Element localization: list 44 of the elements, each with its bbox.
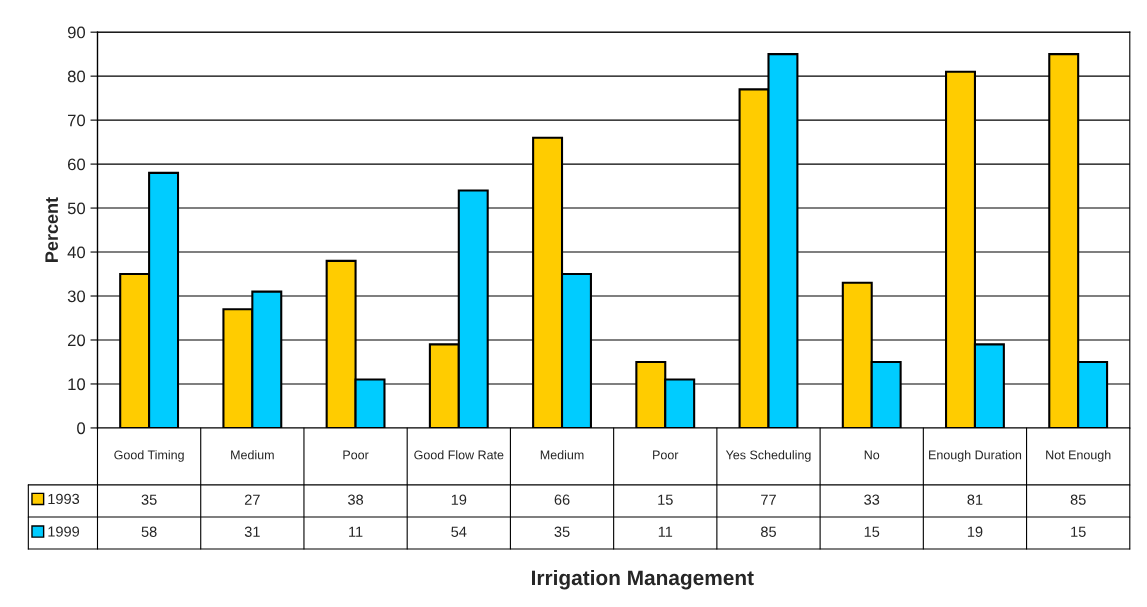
x-tick-label: Good Flow Rate <box>414 450 504 460</box>
data-label: 31 <box>244 526 260 537</box>
y-tick-label: 90 <box>67 26 86 39</box>
x-tick-label: Good Timing <box>114 450 184 462</box>
data-label: 77 <box>761 494 776 505</box>
y-axis-title: Percent <box>45 197 59 262</box>
legend-label: 1999 <box>48 526 80 537</box>
text: Irrigation Management <box>532 569 754 590</box>
x-tick-label: Medium <box>231 450 274 460</box>
data-label: 38 <box>348 494 364 505</box>
data-label: 27 <box>244 494 260 505</box>
y-tick-label: 30 <box>67 290 86 303</box>
x-tick-label: Not Enough <box>1046 450 1111 462</box>
data-label: 35 <box>554 526 570 537</box>
data-label: 11 <box>349 526 363 537</box>
legend-label: 1993 <box>48 493 80 505</box>
data-label: 35 <box>141 494 157 505</box>
data-label: 85 <box>761 526 776 537</box>
data-label: 15 <box>658 494 673 505</box>
y-tick-label: 20 <box>67 334 86 347</box>
data-label: 66 <box>554 494 570 505</box>
data-label: 19 <box>967 526 983 537</box>
y-tick-label: 0 <box>77 422 86 435</box>
data-label: 33 <box>864 494 880 505</box>
data-label: 54 <box>451 526 467 537</box>
y-tick-label: 60 <box>68 158 86 171</box>
y-tick-label: 70 <box>68 114 86 127</box>
data-label: 19 <box>451 494 467 505</box>
y-tick-label: 50 <box>67 202 86 215</box>
x-tick-label: Enough Duration <box>929 450 1022 462</box>
data-label: 81 <box>967 494 983 505</box>
data-label: 15 <box>864 526 880 537</box>
data-label: 85 <box>1070 494 1086 505</box>
y-tick-label: 10 <box>68 378 86 391</box>
y-tick-label: 80 <box>67 70 86 83</box>
x-tick-label: Medium <box>540 450 584 460</box>
x-tick-label: Poor <box>343 450 369 460</box>
data-label: 11 <box>658 526 673 537</box>
x-tick-label: No <box>864 450 880 460</box>
x-tick-label: Poor <box>653 450 679 460</box>
data-label: 58 <box>141 526 157 537</box>
data-label: 15 <box>1071 526 1086 537</box>
y-tick-label: 40 <box>67 246 86 259</box>
x-tick-label: Yes Scheduling <box>725 450 811 462</box>
